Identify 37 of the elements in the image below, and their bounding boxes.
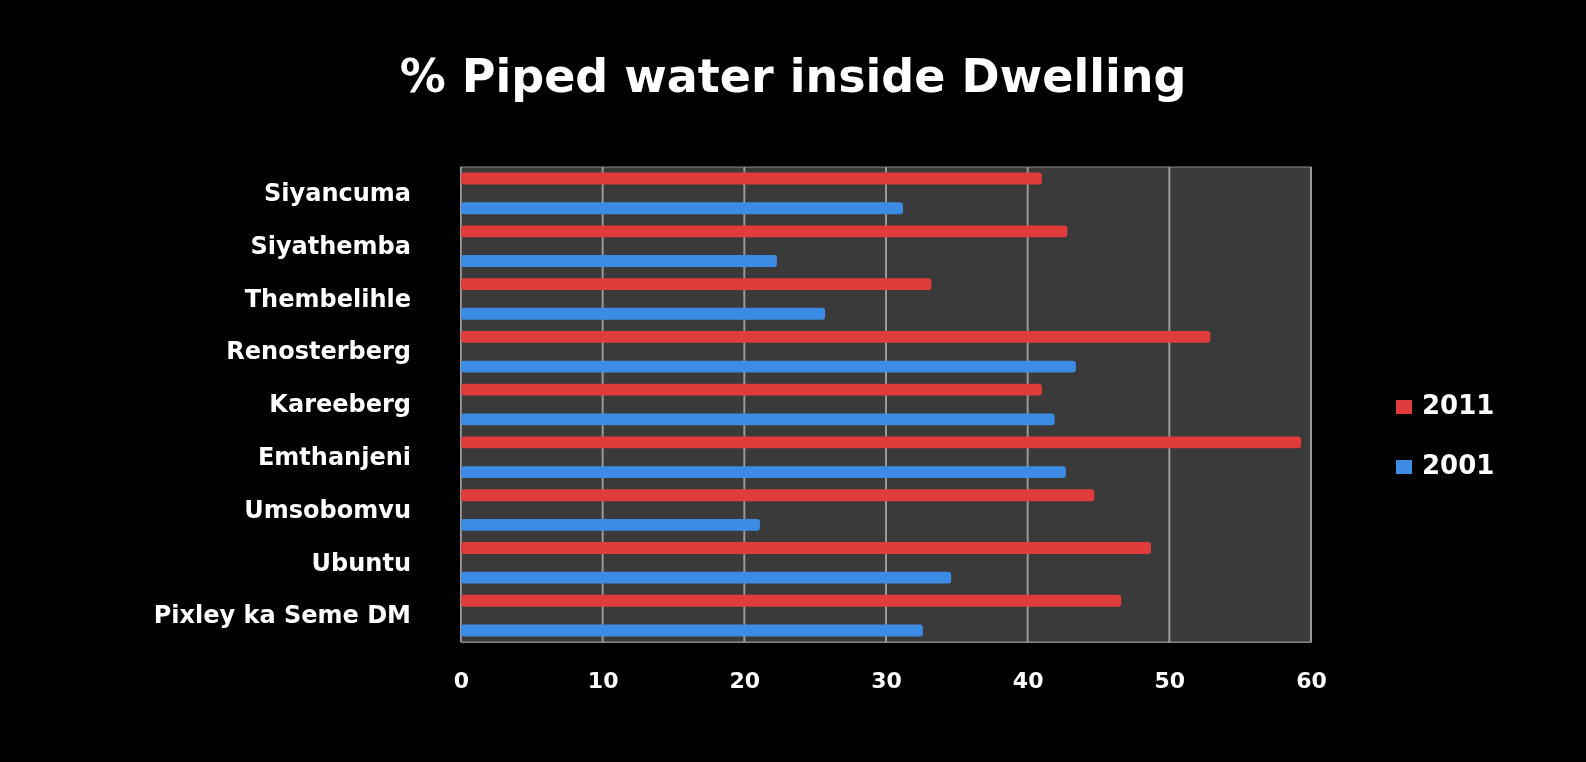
x-tick-label: 40 <box>1012 667 1044 693</box>
bar <box>461 307 826 320</box>
y-tick-label: Thembelihle <box>244 284 411 313</box>
y-tick-label: Pixley ka Seme DM <box>153 601 411 630</box>
x-tick-label: 20 <box>729 667 761 693</box>
y-tick-label: Umsobomvu <box>244 495 411 524</box>
bar <box>461 436 1302 449</box>
legend-label: 2001 <box>1422 450 1495 480</box>
chart-title: % Piped water inside Dwelling <box>399 49 1187 103</box>
bar <box>461 624 923 637</box>
bar <box>461 255 777 267</box>
bar <box>461 413 1055 426</box>
bar <box>461 202 903 215</box>
legend-label: 2011 <box>1422 390 1495 420</box>
bar <box>461 383 1042 396</box>
bar <box>461 489 1095 502</box>
x-tick-label: 60 <box>1296 667 1327 693</box>
bar <box>461 360 1076 373</box>
bar <box>461 172 1042 185</box>
x-tick-label: 10 <box>587 667 619 693</box>
bar <box>461 571 952 584</box>
x-tick-label: 0 <box>453 667 470 693</box>
bar <box>461 330 1211 343</box>
x-tick-label: 50 <box>1154 667 1186 693</box>
y-tick-label: Siyathemba <box>250 231 411 260</box>
bar <box>461 225 1068 238</box>
bar <box>461 466 1066 479</box>
y-tick-label: Ubuntu <box>311 548 411 577</box>
bar <box>461 542 1151 554</box>
bar <box>461 518 760 531</box>
bar <box>461 594 1122 607</box>
x-tick-label: 30 <box>871 667 902 693</box>
bar <box>461 278 932 291</box>
y-tick-label: Emthanjeni <box>257 442 411 471</box>
y-tick-label: Siyancuma <box>264 179 411 208</box>
y-tick-label: Kareeberg <box>269 390 411 419</box>
y-tick-label: Renosterberg <box>226 337 411 366</box>
